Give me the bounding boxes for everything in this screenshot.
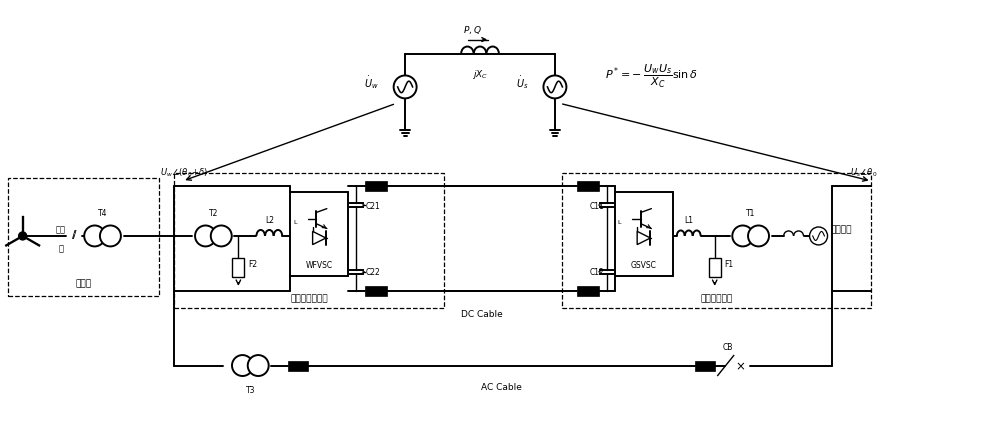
Circle shape — [810, 227, 828, 245]
Circle shape — [748, 226, 769, 247]
Text: C21: C21 — [365, 201, 380, 210]
Bar — [232, 258, 244, 277]
Text: $P^*\!=\!-\dfrac{U_w U_s}{X_C}\sin\delta$: $P^*\!=\!-\dfrac{U_w U_s}{X_C}\sin\delta… — [605, 63, 698, 90]
Circle shape — [248, 355, 269, 376]
Bar — [695, 361, 715, 371]
Text: 电网侧换流站: 电网侧换流站 — [701, 293, 733, 303]
Text: F2: F2 — [248, 260, 257, 269]
Bar — [709, 258, 721, 277]
Text: GSVSC: GSVSC — [631, 261, 657, 270]
Text: L: L — [618, 219, 621, 224]
Text: $jX_C$: $jX_C$ — [472, 68, 488, 81]
Text: WFVSC: WFVSC — [306, 261, 333, 270]
Text: $P,Q$: $P,Q$ — [463, 24, 481, 35]
Text: 交流电网: 交流电网 — [831, 225, 852, 234]
Circle shape — [84, 226, 105, 247]
Text: T1: T1 — [746, 208, 755, 218]
Text: T2: T2 — [209, 208, 218, 218]
Text: 风电场侧换流站: 风电场侧换流站 — [290, 293, 328, 303]
Bar — [562, 174, 871, 308]
Text: DC Cable: DC Cable — [461, 309, 503, 318]
Bar — [290, 192, 348, 277]
Bar — [577, 286, 599, 296]
Text: $U_w\angle(\theta_0\!+\!\delta)$: $U_w\angle(\theta_0\!+\!\delta)$ — [160, 166, 209, 179]
Bar — [577, 182, 599, 192]
Text: $U_s\angle\theta_0$: $U_s\angle\theta_0$ — [850, 166, 877, 179]
Text: $\!/\!/$: $\!/\!/$ — [71, 228, 78, 241]
Bar — [615, 192, 673, 277]
Text: AC Cable: AC Cable — [481, 383, 522, 392]
Text: 风电: 风电 — [56, 225, 66, 234]
Bar — [365, 286, 387, 296]
Text: 风电场: 风电场 — [76, 279, 92, 288]
Circle shape — [232, 355, 253, 376]
Bar — [174, 174, 444, 308]
Bar — [8, 179, 159, 296]
Circle shape — [100, 226, 121, 247]
Text: C11: C11 — [590, 201, 605, 210]
Text: C22: C22 — [365, 268, 380, 277]
Circle shape — [732, 226, 753, 247]
Text: $\times$: $\times$ — [735, 359, 745, 372]
Text: 场: 场 — [58, 244, 63, 253]
Circle shape — [195, 226, 216, 247]
Circle shape — [19, 233, 27, 240]
Text: L: L — [293, 219, 297, 224]
Text: F1: F1 — [725, 260, 734, 269]
Text: L1: L1 — [684, 215, 693, 224]
Text: L2: L2 — [265, 215, 274, 224]
Circle shape — [394, 76, 417, 99]
Text: CB: CB — [722, 342, 733, 351]
Text: C12: C12 — [590, 268, 605, 277]
Text: T3: T3 — [246, 385, 255, 395]
Bar — [288, 361, 308, 371]
Text: $\dot{U}_w$: $\dot{U}_w$ — [364, 74, 379, 91]
Text: T4: T4 — [98, 208, 107, 218]
Text: $\dot{U}_s$: $\dot{U}_s$ — [516, 74, 529, 91]
Circle shape — [211, 226, 232, 247]
Circle shape — [543, 76, 566, 99]
Bar — [365, 182, 387, 192]
